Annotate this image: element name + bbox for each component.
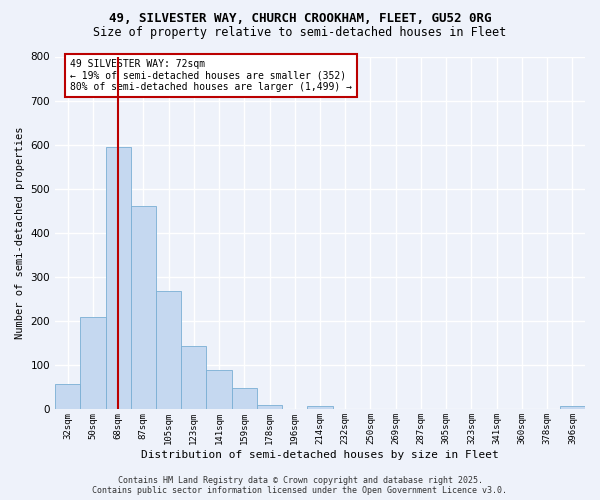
Bar bbox=[257, 405, 282, 409]
Bar bbox=[206, 370, 232, 410]
Text: 49 SILVESTER WAY: 72sqm
← 19% of semi-detached houses are smaller (352)
80% of s: 49 SILVESTER WAY: 72sqm ← 19% of semi-de… bbox=[70, 58, 352, 92]
Bar bbox=[106, 147, 131, 409]
Bar bbox=[131, 206, 156, 410]
Bar bbox=[560, 406, 585, 409]
Bar bbox=[232, 388, 257, 409]
Y-axis label: Number of semi-detached properties: Number of semi-detached properties bbox=[15, 126, 25, 339]
Text: Contains HM Land Registry data © Crown copyright and database right 2025.
Contai: Contains HM Land Registry data © Crown c… bbox=[92, 476, 508, 495]
Bar bbox=[55, 384, 80, 409]
Text: 49, SILVESTER WAY, CHURCH CROOKHAM, FLEET, GU52 0RG: 49, SILVESTER WAY, CHURCH CROOKHAM, FLEE… bbox=[109, 12, 491, 26]
Title: 49, SILVESTER WAY, CHURCH CROOKHAM, FLEET, GU52 0RG
Size of property relative to: 49, SILVESTER WAY, CHURCH CROOKHAM, FLEE… bbox=[0, 499, 1, 500]
Bar bbox=[80, 317, 106, 410]
Bar bbox=[307, 406, 332, 409]
X-axis label: Distribution of semi-detached houses by size in Fleet: Distribution of semi-detached houses by … bbox=[141, 450, 499, 460]
Text: Size of property relative to semi-detached houses in Fleet: Size of property relative to semi-detach… bbox=[94, 26, 506, 39]
Bar bbox=[156, 291, 181, 410]
Bar bbox=[181, 346, 206, 410]
